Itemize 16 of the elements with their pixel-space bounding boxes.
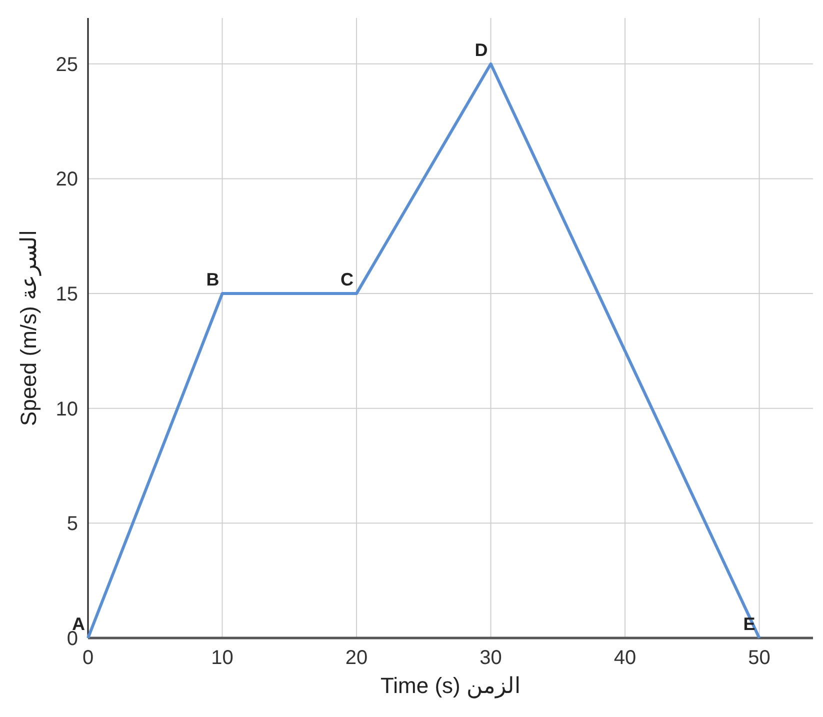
x-tick-label: 40 [614,647,636,669]
x-tick-label: 10 [211,647,234,669]
x-axis-title: Time (s) الزمن [380,673,520,699]
y-tick-label: 5 [66,513,78,536]
annotation: B [206,270,220,290]
x-tick-label: 30 [480,647,502,669]
y-tick-label: 15 [56,284,78,306]
annotation: C [340,270,354,290]
x-tick-label: 0 [82,647,94,669]
y-tick-label: 20 [56,168,78,191]
x-tick-label: 20 [345,647,368,669]
x-tick-label: 50 [748,647,770,669]
y-tick-label: 25 [56,54,78,76]
y-axis-title: Speed (m/s) السرعة [16,230,42,426]
y-tick-label: 10 [56,398,78,420]
annotation: D [474,40,488,60]
